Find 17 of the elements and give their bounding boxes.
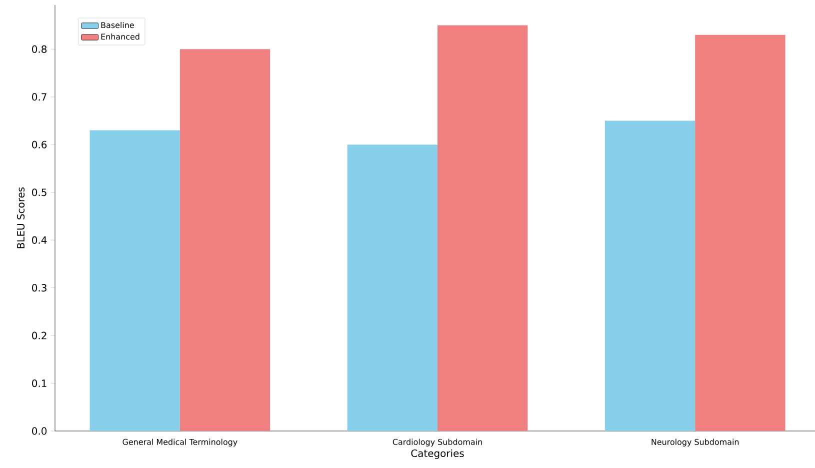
y-tick-label: 0.6 xyxy=(32,140,47,148)
y-tick-label: 0.7 xyxy=(32,93,46,101)
y-tick-label: 0.0 xyxy=(32,427,47,435)
bar xyxy=(438,25,528,431)
bar xyxy=(180,49,270,431)
y-tick-label: 0.1 xyxy=(32,379,46,388)
y-axis-title: BLEU Scores xyxy=(16,187,25,248)
y-tick-label: 0.2 xyxy=(32,332,46,340)
bar xyxy=(90,130,180,431)
bar xyxy=(695,34,786,431)
y-tick-label: 0.5 xyxy=(32,188,46,196)
y-tick-label: 0.4 xyxy=(32,236,47,244)
bar xyxy=(604,120,696,431)
y-tick-label: 0.3 xyxy=(32,284,46,292)
y-tick-label: 0.8 xyxy=(32,45,47,53)
x-axis-title: Categories xyxy=(411,449,464,459)
bar xyxy=(347,144,438,431)
